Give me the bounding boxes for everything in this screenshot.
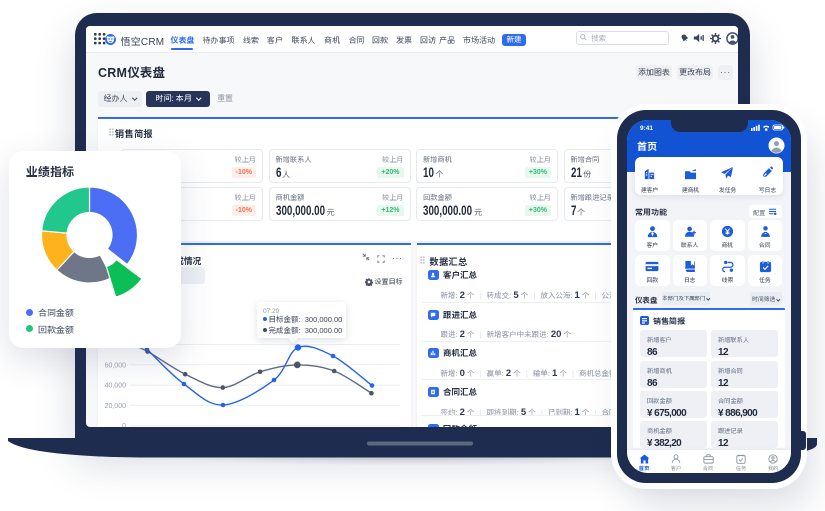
svg-text:20,000: 20,000 — [105, 401, 127, 411]
svg-text:60,000: 60,000 — [105, 360, 127, 370]
svg-text:40,000: 40,000 — [105, 381, 127, 391]
svg-text:0: 0 — [122, 421, 126, 427]
